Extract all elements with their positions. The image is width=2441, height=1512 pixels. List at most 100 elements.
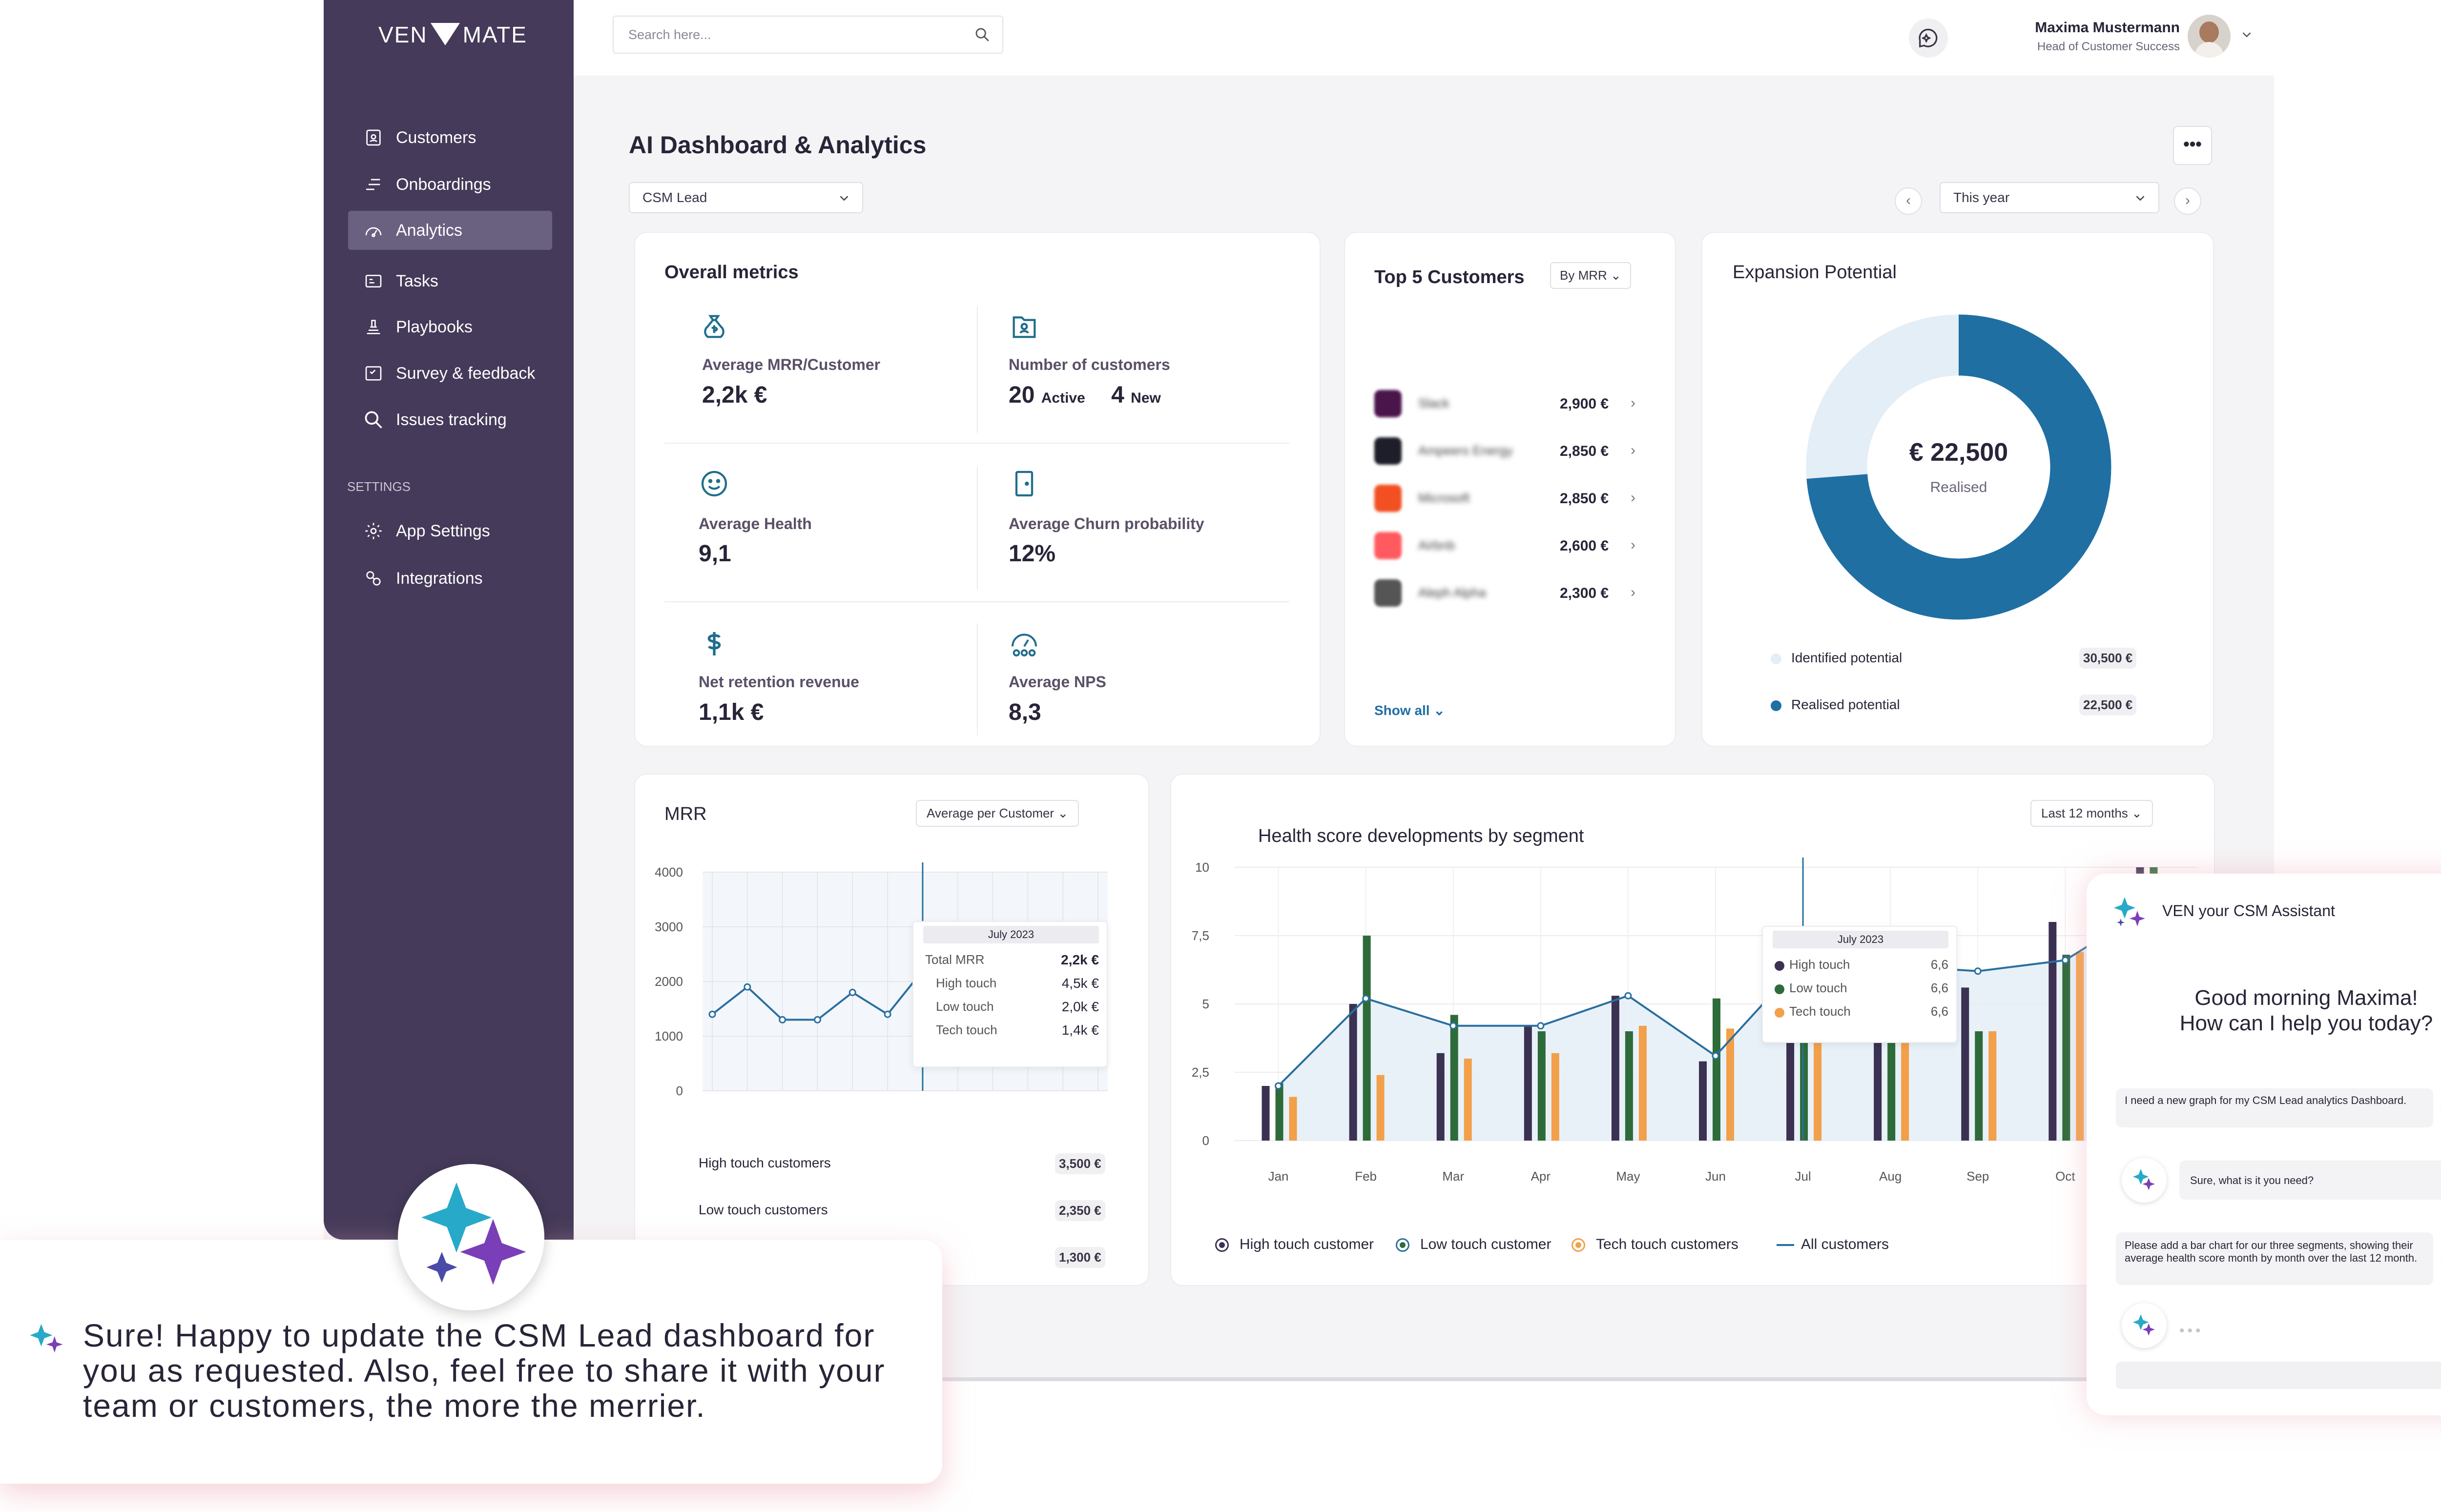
chevron-down-icon[interactable] (2239, 27, 2254, 44)
sidebar-item-customers[interactable]: Customers (348, 118, 552, 157)
x-tick-label: Sep (1966, 1169, 1989, 1184)
analytics-icon (362, 219, 385, 242)
tooltip-row-label: Tech touch (1789, 1004, 1851, 1019)
more-options-button[interactable]: ••• (2173, 126, 2212, 165)
sidebar-item-analytics[interactable]: Analytics (348, 211, 552, 250)
chat-message-user: I need a new graph for my CSM Lead analy… (2116, 1088, 2433, 1127)
legend-ring (1396, 1238, 1409, 1252)
sidebar-item-label: Issues tracking (396, 410, 507, 429)
y-tick-label: 0 (676, 1083, 683, 1098)
next-period-button[interactable]: › (2174, 187, 2201, 215)
avg-health-value: 9,1 (699, 541, 731, 567)
sidebar-item-playbooks[interactable]: Playbooks (348, 307, 552, 347)
avatar[interactable] (2188, 15, 2231, 58)
legend-value: 30,500 € (2079, 648, 2137, 669)
period-select[interactable]: This year (1940, 182, 2159, 213)
summary-label: High touch customers (699, 1155, 831, 1170)
bar-low-touch (1537, 1031, 1546, 1141)
nrr-value: 1,1k € (699, 699, 764, 725)
sidebar-item-tasks[interactable]: Tasks (348, 262, 552, 301)
sidebar-item-integrations[interactable]: Integrations (348, 559, 552, 598)
x-tick-label: Jan (1268, 1169, 1289, 1184)
churn-value: 12% (1009, 541, 1056, 567)
chevron-right-icon: › (1631, 490, 1635, 506)
door-icon (1009, 468, 1040, 499)
active-label: Active (1041, 390, 1085, 406)
sparkle-icon (2122, 1303, 2167, 1348)
money-bag-icon (699, 311, 730, 342)
health-tooltip: July 2023 High touch 6,6 Low touch 6,6 Tech … (1762, 926, 1957, 1043)
x-tick-label: Jun (1705, 1169, 1726, 1184)
chat-message-user: Please add a bar chart for our three seg… (2116, 1232, 2433, 1285)
bar-tech-touch (1551, 1053, 1559, 1141)
tooltip-row-value: 2,2k € (1061, 952, 1099, 967)
bar-low-touch (1713, 998, 1720, 1141)
all-customers-point (1624, 992, 1632, 1000)
sort-select[interactable]: By MRR ⌄ (1550, 262, 1631, 289)
summary-value: 2,350 € (1055, 1200, 1105, 1221)
avg-mrr-value: 2,2k € (702, 382, 767, 408)
mrr-aggregation-select[interactable]: Average per Customer ⌄ (916, 800, 1079, 827)
all-customers-point (1362, 995, 1370, 1002)
logo: VEN MATE (378, 22, 527, 47)
legend-label: Identified potential (1791, 650, 1903, 665)
sidebar-item-issues[interactable]: Issues tracking (348, 400, 552, 439)
bar-tech-touch (1638, 1025, 1647, 1141)
customer-name: Airbnb (1418, 538, 1455, 552)
health-period-select[interactable]: Last 12 months ⌄ (2030, 800, 2153, 827)
typing-indicator: ••• (2179, 1323, 2204, 1339)
legend-label: Low touch customer (1420, 1236, 1551, 1252)
chat-input[interactable] (2116, 1362, 2441, 1389)
legend-swatch (1771, 654, 1781, 664)
bar-high-touch (1699, 1061, 1707, 1141)
role-select[interactable]: CSM Lead (629, 182, 863, 213)
customer-logo (1374, 532, 1402, 559)
legend-swatch (1219, 1242, 1225, 1248)
sidebar-item-app-settings[interactable]: App Settings (348, 511, 552, 551)
customer-mrr: 2,850 € (1560, 490, 1609, 507)
x-tick-label: Apr (1531, 1169, 1551, 1184)
bar-tech-touch (1901, 1031, 1909, 1141)
all-customers-point (1449, 1022, 1457, 1030)
card-title: Health score developments by segment (1258, 826, 1584, 846)
bar-high-touch (2048, 922, 2057, 1141)
x-tick-label: Mar (1442, 1169, 1464, 1184)
tooltip-swatch (1775, 984, 1784, 994)
search-input[interactable]: Search here... (613, 16, 1003, 54)
smiley-icon (699, 468, 730, 499)
sidebar-item-label: Customers (396, 128, 476, 147)
nrr-label: Net retention revenue (699, 673, 859, 691)
x-tick-label: Aug (1879, 1169, 1902, 1184)
search-icon (362, 408, 385, 431)
y-tick-label: 7,5 (1192, 928, 1209, 943)
show-all-link[interactable]: Show all ⌄ (1374, 703, 1445, 718)
customer-file-icon (1009, 311, 1040, 342)
sidebar-item-onboardings[interactable]: Onboardings (348, 165, 552, 204)
bar-tech-touch (2076, 952, 2084, 1141)
assistant-icon[interactable] (1909, 19, 1948, 58)
health-period-value: Last 12 months (2041, 806, 2128, 820)
churn-label: Average Churn probability (1009, 515, 1204, 532)
sparkle-icon (421, 1182, 526, 1285)
divider (664, 601, 1289, 602)
health-bar-chart: 10 7,5 5 2,5 0 Jan Feb Mar Apr May Jun Jul Aug Sep Oct… (1192, 858, 2196, 1184)
donut-chart (1806, 314, 2111, 620)
bar-tech-touch (1289, 1097, 1297, 1141)
legend-ring (1215, 1238, 1229, 1252)
new-count: 4 (1111, 382, 1124, 408)
legend-swatch (1400, 1242, 1406, 1248)
tooltip-row-label: High touch (1789, 957, 1850, 972)
customer-logo (1374, 485, 1402, 512)
mrr-data-point (708, 1010, 716, 1018)
sidebar-item-survey[interactable]: Survey & feedback (348, 354, 552, 393)
bar-low-touch (1975, 1031, 1983, 1141)
chevron-right-icon: › (1631, 584, 1635, 600)
y-tick-label: 2000 (655, 974, 683, 989)
prev-period-button[interactable]: ‹ (1895, 187, 1922, 215)
survey-icon (362, 362, 385, 385)
nps-value: 8,3 (1009, 699, 1041, 725)
sidebar-item-label: Survey & feedback (396, 364, 536, 383)
summary-value: 3,500 € (1055, 1153, 1105, 1174)
avg-health-label: Average Health (699, 515, 812, 532)
assistant-panel: VEN your CSM Assistant Good morning Maxi… (2087, 874, 2441, 1415)
